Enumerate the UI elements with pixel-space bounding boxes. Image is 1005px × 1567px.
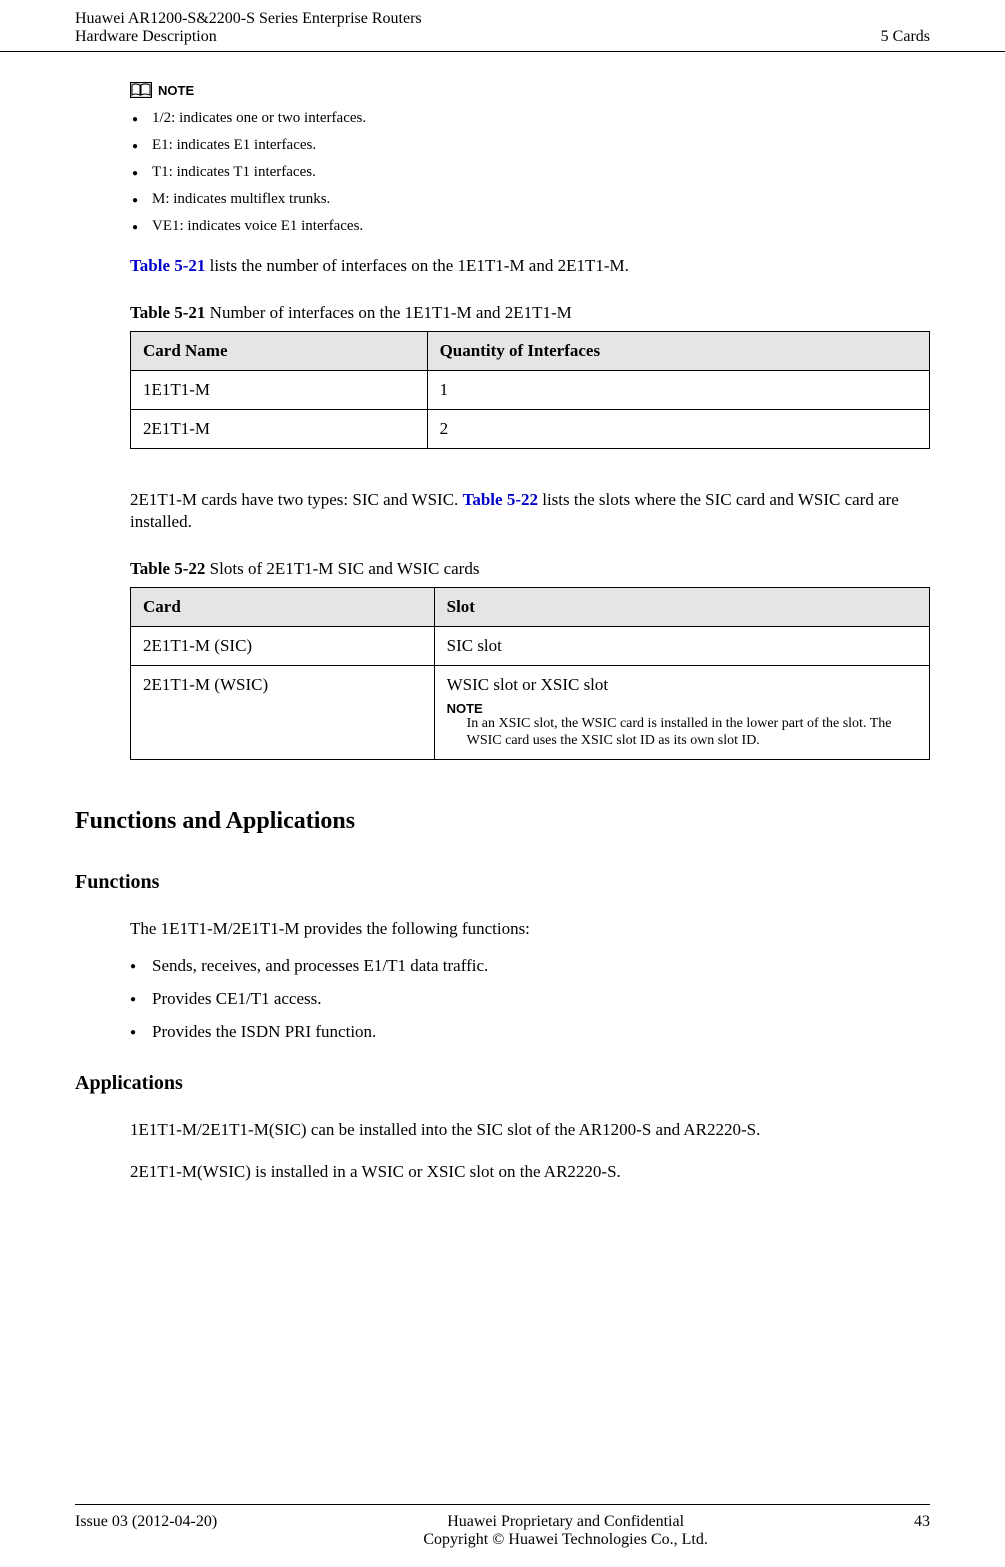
interface-count-table: Card Name Quantity of Interfaces 1E1T1-M… xyxy=(130,331,930,449)
table-link[interactable]: Table 5-22 xyxy=(463,490,538,509)
application-paragraph: 1E1T1-M/2E1T1-M(SIC) can be installed in… xyxy=(130,1119,930,1141)
footer-copyright: Copyright © Huawei Technologies Co., Ltd… xyxy=(217,1531,914,1549)
paragraph: Table 5-21 lists the number of interface… xyxy=(130,255,930,277)
table-header: Slot xyxy=(434,588,929,627)
page-header: Huawei AR1200-S&2200-S Series Enterprise… xyxy=(0,0,1005,52)
open-book-icon xyxy=(130,82,152,98)
footer-proprietary: Huawei Proprietary and Confidential xyxy=(217,1513,914,1531)
table-row: 2E1T1-M (SIC) SIC slot xyxy=(131,627,930,666)
note-header: NOTE xyxy=(130,82,930,98)
page-footer: Issue 03 (2012-04-20) Huawei Proprietary… xyxy=(0,1504,1005,1567)
table-cell: WSIC slot or XSIC slot NOTE In an XSIC s… xyxy=(434,666,929,760)
note-list: 1/2: indicates one or two interfaces. E1… xyxy=(130,110,930,235)
paragraph-text: lists the number of interfaces on the 1E… xyxy=(205,256,628,275)
header-title-line2: Hardware Description xyxy=(75,28,422,46)
table-header: Card xyxy=(131,588,435,627)
table-row: 1E1T1-M 1 xyxy=(131,371,930,410)
footer-issue: Issue 03 (2012-04-20) xyxy=(75,1513,217,1531)
function-item: Sends, receives, and processes E1/T1 dat… xyxy=(152,956,930,976)
table-cell: 2E1T1-M xyxy=(131,410,428,449)
cell-note-label: NOTE xyxy=(447,701,917,716)
note-label: NOTE xyxy=(158,83,194,98)
table-number: Table 5-22 xyxy=(130,559,205,578)
table-title: Number of interfaces on the 1E1T1-M and … xyxy=(205,303,571,322)
header-title-line1: Huawei AR1200-S&2200-S Series Enterprise… xyxy=(75,10,422,28)
footer-center: Huawei Proprietary and Confidential Copy… xyxy=(217,1513,914,1549)
note-item: M: indicates multiflex trunks. xyxy=(152,191,930,208)
header-section: 5 Cards xyxy=(881,28,930,46)
table-link[interactable]: Table 5-21 xyxy=(130,256,205,275)
table-cell: 2E1T1-M (WSIC) xyxy=(131,666,435,760)
table-caption: Table 5-21 Number of interfaces on the 1… xyxy=(130,303,930,323)
slot-table: Card Slot 2E1T1-M (SIC) SIC slot 2E1T1-M… xyxy=(130,587,930,760)
table-cell: 1 xyxy=(427,371,929,410)
table-row: 2E1T1-M 2 xyxy=(131,410,930,449)
paragraph: 2E1T1-M cards have two types: SIC and WS… xyxy=(130,489,930,533)
functions-list: Sends, receives, and processes E1/T1 dat… xyxy=(130,956,930,1042)
subsection-heading-applications: Applications xyxy=(75,1072,930,1095)
cell-note-text: In an XSIC slot, the WSIC card is instal… xyxy=(467,716,917,750)
table-header: Quantity of Interfaces xyxy=(427,332,929,371)
table-number: Table 5-21 xyxy=(130,303,205,322)
function-item: Provides CE1/T1 access. xyxy=(152,989,930,1009)
table-title: Slots of 2E1T1-M SIC and WSIC cards xyxy=(205,559,479,578)
header-left: Huawei AR1200-S&2200-S Series Enterprise… xyxy=(75,10,422,46)
table-cell: 2 xyxy=(427,410,929,449)
application-paragraph: 2E1T1-M(WSIC) is installed in a WSIC or … xyxy=(130,1161,930,1183)
table-cell: 2E1T1-M (SIC) xyxy=(131,627,435,666)
subsection-heading-functions: Functions xyxy=(75,871,930,894)
slot-main-text: WSIC slot or XSIC slot xyxy=(447,675,609,694)
table-cell: SIC slot xyxy=(434,627,929,666)
function-item: Provides the ISDN PRI function. xyxy=(152,1022,930,1042)
note-item: T1: indicates T1 interfaces. xyxy=(152,164,930,181)
functions-intro: The 1E1T1-M/2E1T1-M provides the followi… xyxy=(130,918,930,940)
note-item: E1: indicates E1 interfaces. xyxy=(152,137,930,154)
table-cell: 1E1T1-M xyxy=(131,371,428,410)
table-row: 2E1T1-M (WSIC) WSIC slot or XSIC slot NO… xyxy=(131,666,930,760)
table-header: Card Name xyxy=(131,332,428,371)
note-item: 1/2: indicates one or two interfaces. xyxy=(152,110,930,127)
header-right: 5 Cards xyxy=(881,10,930,46)
table-caption: Table 5-22 Slots of 2E1T1-M SIC and WSIC… xyxy=(130,559,930,579)
section-heading-functions-apps: Functions and Applications xyxy=(75,808,930,835)
footer-page-number: 43 xyxy=(914,1513,930,1531)
paragraph-text: 2E1T1-M cards have two types: SIC and WS… xyxy=(130,490,463,509)
note-item: VE1: indicates voice E1 interfaces. xyxy=(152,218,930,235)
